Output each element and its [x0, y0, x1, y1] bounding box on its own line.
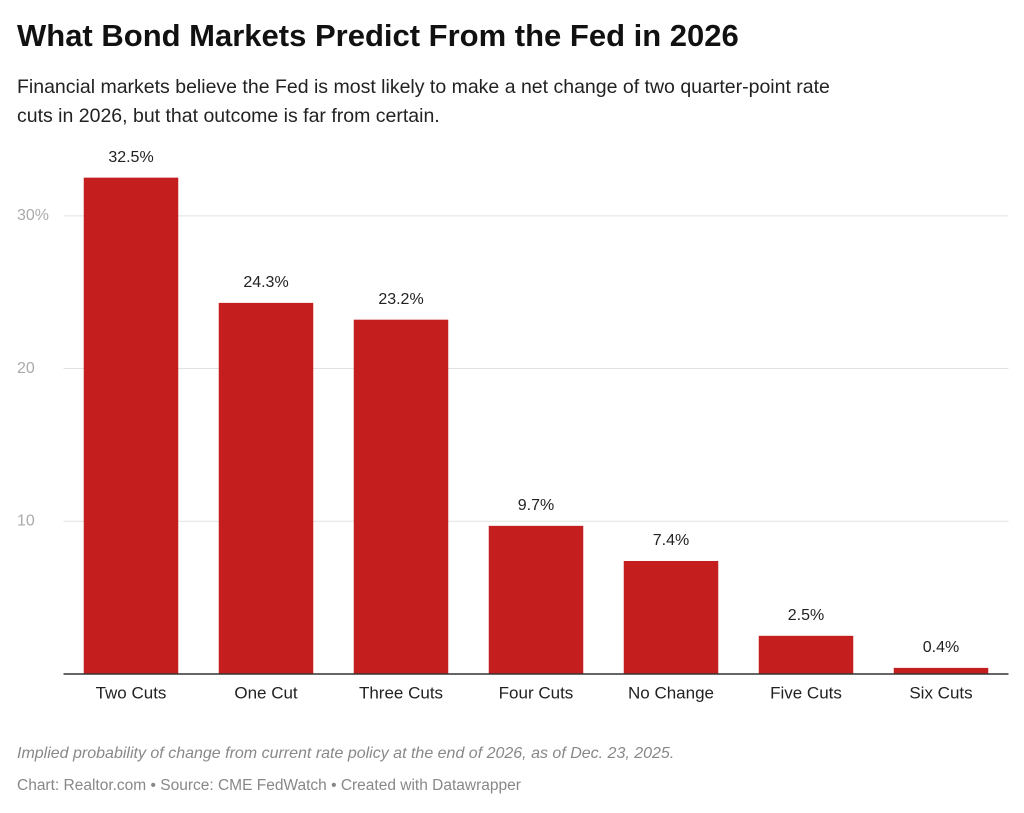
chart-title: What Bond Markets Predict From the Fed i…	[17, 18, 739, 53]
bar	[83, 177, 179, 675]
value-label: 0.4%	[923, 639, 959, 656]
x-tick-label: One Cut	[234, 683, 298, 702]
value-label: 9.7%	[518, 497, 554, 514]
y-tick-label: 10	[17, 512, 35, 529]
x-tick-label: Two Cuts	[96, 683, 167, 702]
bar	[893, 667, 989, 674]
y-tick-label: 30%	[17, 207, 49, 224]
y-tick-label: 20	[17, 360, 35, 377]
chart-subtitle: cuts in 2026, but that outcome is far fr…	[17, 105, 440, 127]
x-tick-label: Three Cuts	[359, 683, 443, 702]
value-label: 24.3%	[243, 274, 288, 291]
bar	[218, 302, 314, 674]
value-label: 2.5%	[788, 607, 824, 624]
value-label: 32.5%	[108, 149, 153, 166]
bar	[758, 635, 854, 674]
value-label: 23.2%	[378, 291, 423, 308]
bar	[488, 525, 584, 674]
bar	[623, 560, 719, 674]
chart-note: Implied probability of change from curre…	[17, 745, 674, 762]
chart-source: Chart: Realtor.com • Source: CME FedWatc…	[17, 777, 521, 794]
x-tick-label: No Change	[628, 683, 714, 702]
x-tick-label: Five Cuts	[770, 683, 842, 702]
value-label: 7.4%	[653, 532, 689, 549]
chart-subtitle: Financial markets believe the Fed is mos…	[17, 76, 830, 98]
x-tick-label: Six Cuts	[909, 683, 972, 702]
bar	[353, 319, 449, 674]
x-tick-label: Four Cuts	[499, 683, 574, 702]
